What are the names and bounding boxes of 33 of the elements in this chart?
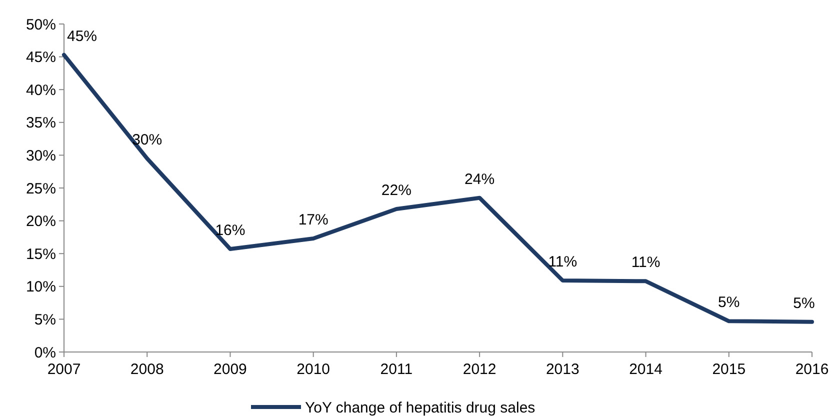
- x-tick-label: 2013: [546, 361, 580, 378]
- y-tick-label: 35%: [26, 114, 56, 132]
- y-tick-label: 20%: [26, 213, 56, 230]
- x-tick-label: 2009: [214, 361, 247, 378]
- x-tick-label: 2014: [629, 361, 662, 378]
- data-label: 16%: [215, 222, 246, 240]
- x-tick-label: 2015: [712, 361, 746, 378]
- legend-label: YoY change of hepatitis drug sales: [305, 399, 536, 416]
- data-label: 11%: [631, 254, 660, 272]
- y-tick-label: 30%: [26, 147, 56, 164]
- y-tick-label: 40%: [26, 82, 56, 99]
- y-tick-label: 0%: [34, 344, 56, 362]
- y-tick-label: 15%: [26, 246, 56, 263]
- x-tick-label: 2007: [47, 361, 81, 378]
- x-tick-label: 2008: [130, 361, 164, 378]
- x-tick-label: 2016: [795, 361, 829, 378]
- y-tick-label: 10%: [26, 278, 56, 296]
- x-tick-label: 2010: [296, 361, 330, 378]
- data-label: 24%: [464, 170, 495, 188]
- x-tick-label: 2011: [380, 361, 413, 378]
- y-tick-label: 50%: [26, 16, 56, 34]
- data-label: 30%: [132, 131, 162, 148]
- x-tick-label: 2012: [462, 361, 496, 378]
- y-tick-label: 5%: [34, 311, 56, 328]
- y-tick-label: 25%: [26, 180, 56, 198]
- line-series: [62, 52, 814, 324]
- data-label: 22%: [381, 182, 412, 199]
- data-label: 17%: [298, 212, 328, 229]
- data-label: 5%: [793, 294, 815, 312]
- data-label: 11%: [548, 253, 578, 270]
- y-tick-label: 45%: [26, 49, 56, 66]
- data-label: 5%: [718, 294, 740, 312]
- data-label: 45%: [66, 28, 98, 45]
